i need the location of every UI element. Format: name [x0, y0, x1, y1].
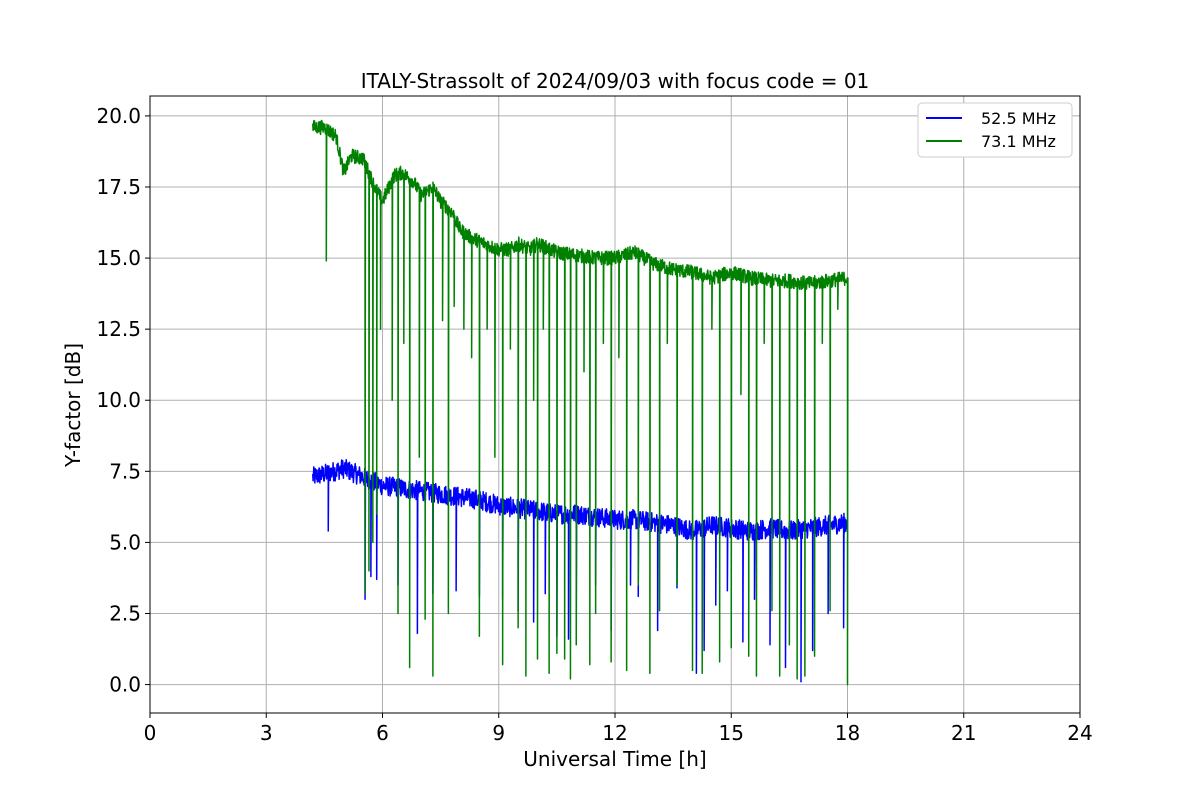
y-tick-label: 15.0 [96, 246, 141, 270]
y-axis-label: Y-factor [dB] [61, 343, 85, 468]
chart-title: ITALY-Strassolt of 2024/09/03 with focus… [361, 69, 870, 93]
legend: 52.5 MHz 73.1 MHz [917, 102, 1073, 158]
x-tick-label: 9 [492, 721, 505, 745]
series-layer [312, 119, 849, 686]
series-line-73-1-mhz [312, 119, 849, 686]
y-tick-label: 7.5 [109, 459, 141, 483]
x-axis: 0 3 6 9 12 15 18 21 24 [144, 713, 1093, 745]
y-tick-label: 0.0 [109, 673, 141, 697]
series-line-52-5-mhz [312, 458, 849, 683]
x-tick-label: 6 [376, 721, 389, 745]
y-tick-label: 12.5 [96, 317, 141, 341]
x-tick-label: 18 [835, 721, 860, 745]
x-tick-label: 15 [719, 721, 744, 745]
y-tick-label: 17.5 [96, 175, 141, 199]
y-tick-label: 2.5 [109, 601, 141, 625]
y-tick-label: 5.0 [109, 530, 141, 554]
legend-box [917, 102, 1073, 158]
plot-area [149, 95, 1081, 714]
y-tick-label: 20.0 [96, 104, 141, 128]
x-tick-label: 24 [1067, 721, 1092, 745]
legend-label-52-5-mhz: 52.5 MHz [981, 109, 1056, 128]
x-axis-label: Universal Time [h] [523, 747, 706, 771]
x-tick-label: 21 [951, 721, 976, 745]
y-tick-label: 10.0 [96, 388, 141, 412]
legend-label-73-1-mhz: 73.1 MHz [981, 132, 1056, 151]
x-tick-label: 3 [260, 721, 273, 745]
x-tick-label: 0 [144, 721, 157, 745]
y-axis: 0.0 2.5 5.0 7.5 10.0 12.5 15.0 17.5 20.0 [96, 104, 150, 697]
x-tick-label: 12 [602, 721, 627, 745]
